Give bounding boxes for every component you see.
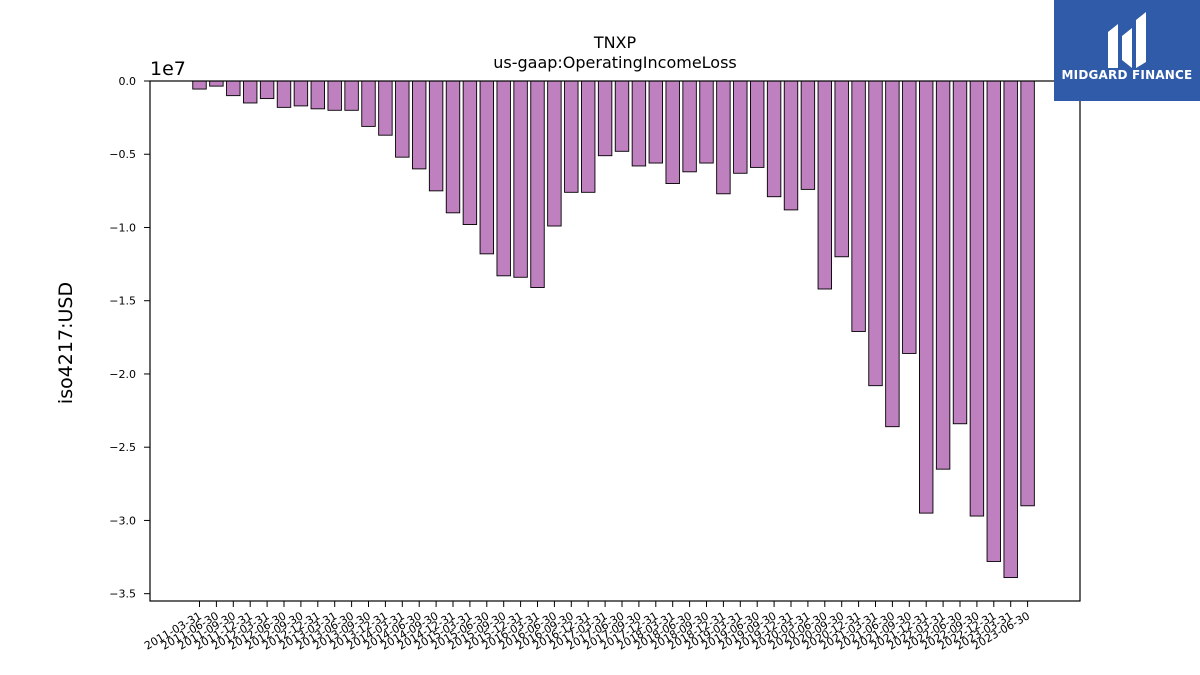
y-tick-label: −3.0	[109, 514, 136, 527]
bar-2023-03-31	[1003, 80, 1018, 579]
bar-2023-06-30	[1020, 80, 1035, 507]
y-axis: 0.0 −0.5 −1.0 −1.5 −2.0 −2.5 −3.0 −3.5	[109, 75, 150, 601]
y-axis-label: iso4217:USD	[55, 282, 77, 404]
bar-2022-09-30	[969, 80, 985, 517]
bar-2018-06-30	[682, 80, 697, 173]
bar-2018-09-30	[699, 80, 714, 164]
chart-title: TNXP	[593, 33, 637, 52]
bar-2021-06-30	[885, 80, 900, 428]
y-tick-label: −2.0	[109, 368, 136, 381]
plot-frame	[149, 80, 1081, 602]
bar-2020-12-31	[851, 80, 866, 332]
midgard-finance-logo: MIDGARD FINANCE	[1054, 0, 1200, 101]
y-tick-label: −2.5	[109, 441, 136, 454]
bar-2017-06-30	[614, 80, 630, 152]
bar-2013-06-30	[344, 80, 359, 111]
bar-2018-03-31	[665, 80, 680, 184]
bar-2012-06-30	[276, 80, 292, 108]
bar-2020-06-30	[817, 80, 832, 290]
bar-2019-03-31	[733, 80, 748, 174]
x-axis: 2011-03-312011-06-302011-09-302011-12-31…	[142, 601, 1032, 653]
bar-2022-12-31	[986, 80, 1001, 562]
bar-2013-09-30	[361, 80, 376, 127]
midgard-logo-icon	[1108, 12, 1146, 68]
bar-2016-12-31	[581, 80, 596, 193]
bar-2015-06-30	[479, 80, 494, 255]
chart-subtitle: us-gaap:OperatingIncomeLoss	[493, 53, 737, 72]
bar-2012-03-31	[259, 80, 275, 100]
y-tick-label: 0.0	[119, 75, 137, 88]
bar-2019-12-31	[783, 80, 799, 211]
bar-2022-03-31	[935, 80, 951, 470]
bar-2014-12-31	[445, 80, 461, 214]
bar-2018-12-31	[716, 80, 731, 195]
bar-2016-09-30	[564, 80, 579, 193]
bar-2016-03-31	[530, 80, 545, 288]
bar-2011-03-31	[192, 80, 207, 90]
bar-2017-12-31	[648, 80, 663, 164]
bar-2019-09-30	[766, 80, 782, 198]
y-tick-label: −1.0	[109, 221, 136, 234]
y-tick-label: −0.5	[109, 148, 136, 161]
bar-2014-09-30	[428, 80, 444, 192]
y-offset-label: 1e7	[150, 58, 186, 80]
bar-2015-09-30	[496, 80, 511, 277]
bar-2021-09-30	[902, 80, 917, 354]
bar-2019-06-30	[750, 80, 765, 168]
bar-2012-12-31	[310, 80, 325, 110]
bar-2020-03-31	[800, 80, 816, 190]
logo-text: MIDGARD FINANCE	[1061, 68, 1193, 82]
bars-group	[192, 80, 1035, 579]
y-tick-label: −3.5	[109, 588, 136, 601]
bar-2012-09-30	[293, 80, 309, 107]
bar-2015-03-31	[462, 80, 478, 226]
bar-2017-03-31	[597, 80, 613, 157]
bar-2013-12-31	[378, 80, 393, 136]
bar-2017-09-30	[631, 80, 647, 167]
bar-2021-03-31	[868, 80, 883, 387]
y-tick-label: −1.5	[109, 295, 136, 308]
bar-2021-12-31	[919, 80, 934, 514]
bar-2016-06-30	[547, 80, 562, 227]
bar-2011-12-31	[242, 80, 258, 104]
bar-2015-12-31	[513, 80, 528, 278]
bar-2014-03-31	[395, 80, 410, 158]
bar-2011-09-30	[226, 80, 241, 97]
bar-2022-06-30	[952, 80, 968, 425]
bar-2020-09-30	[834, 80, 849, 258]
bar-2014-06-30	[412, 80, 427, 170]
bar-2011-06-30	[209, 80, 224, 87]
bar-2013-03-31	[327, 80, 342, 111]
